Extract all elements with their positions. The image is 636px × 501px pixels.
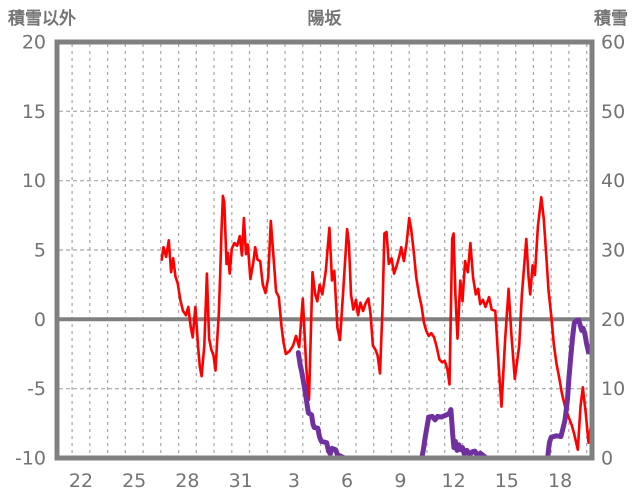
svg-text:30: 30 (601, 240, 625, 262)
svg-text:15: 15 (22, 101, 46, 123)
svg-text:18: 18 (548, 470, 572, 492)
svg-text:22: 22 (69, 470, 93, 492)
right-axis-title: 積雪 (594, 9, 628, 29)
left-axis-title: 積雪以外 (8, 9, 76, 29)
svg-text:15: 15 (495, 470, 519, 492)
svg-text:60: 60 (601, 32, 625, 54)
svg-text:28: 28 (175, 470, 199, 492)
svg-text:-5: -5 (27, 378, 46, 400)
page-title: 陽坂 (307, 9, 342, 29)
svg-text:10: 10 (601, 378, 625, 400)
svg-text:40: 40 (601, 170, 625, 192)
svg-text:3: 3 (288, 470, 300, 492)
svg-text:0: 0 (34, 309, 46, 331)
svg-text:10: 10 (22, 170, 46, 192)
svg-text:9: 9 (394, 470, 406, 492)
svg-text:31: 31 (229, 470, 253, 492)
svg-text:12: 12 (442, 470, 466, 492)
svg-text:-10: -10 (15, 448, 46, 470)
svg-text:20: 20 (601, 309, 625, 331)
svg-text:25: 25 (122, 470, 146, 492)
svg-text:20: 20 (22, 32, 46, 54)
svg-text:5: 5 (34, 240, 46, 262)
svg-text:0: 0 (601, 448, 613, 470)
svg-text:50: 50 (601, 101, 625, 123)
svg-text:6: 6 (341, 470, 353, 492)
